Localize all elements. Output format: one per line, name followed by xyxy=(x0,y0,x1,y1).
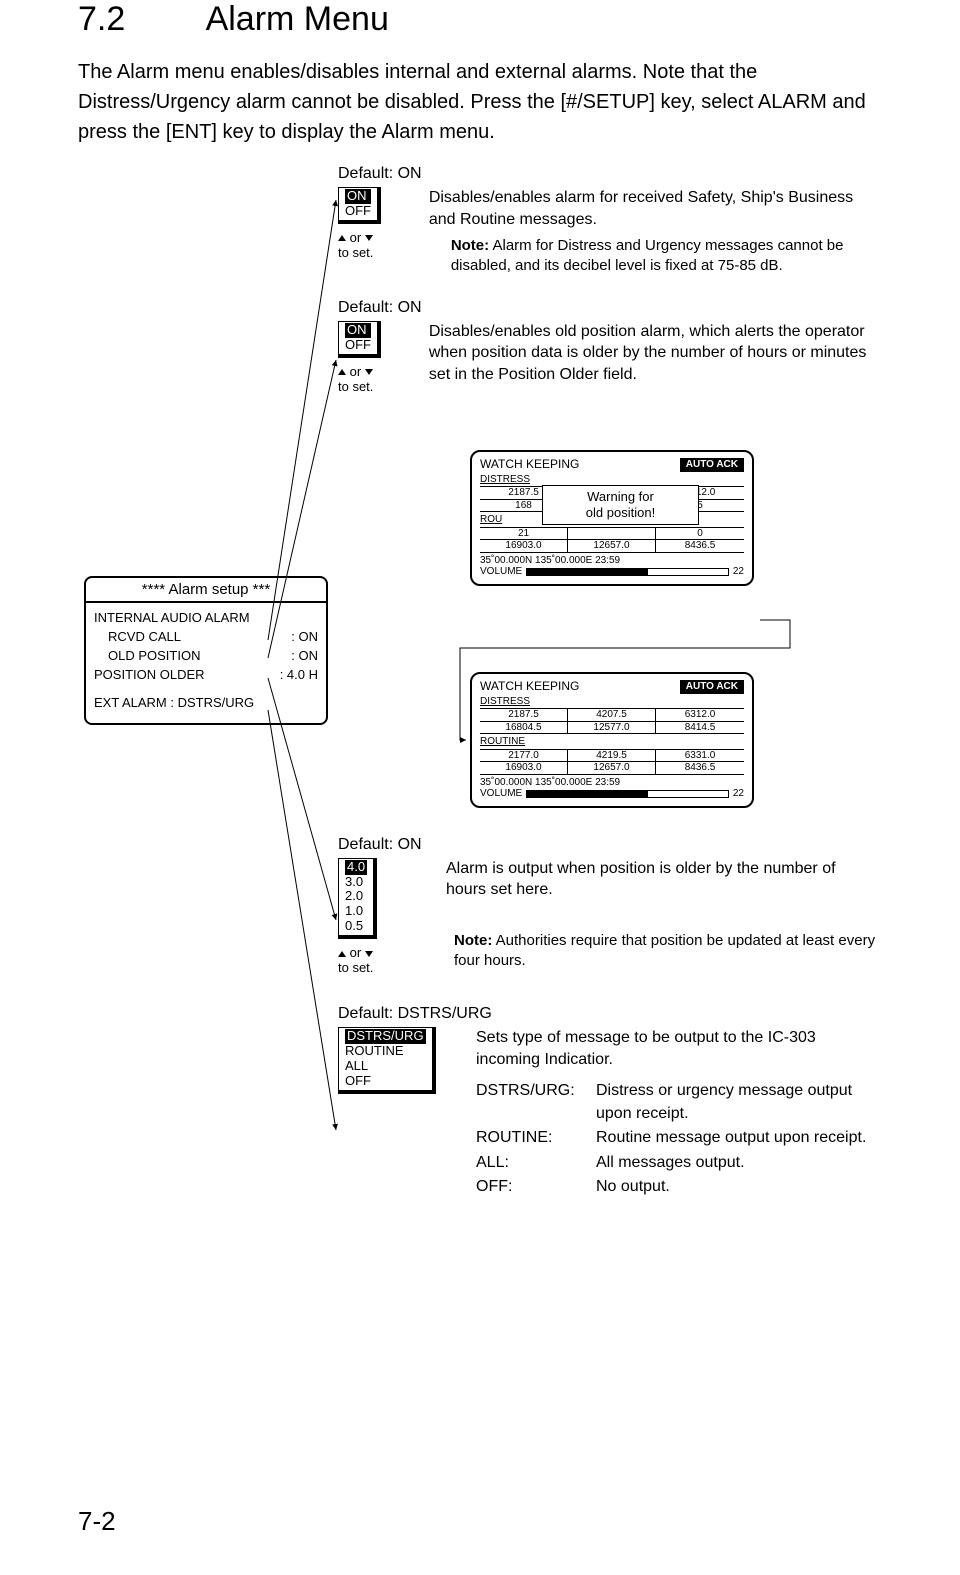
wk-title: WATCH KEEPING xyxy=(480,680,579,694)
desc-text: Sets type of message to be output to the… xyxy=(476,1027,876,1070)
option-routine: ROUTINE xyxy=(345,1044,426,1059)
volume-label: VOLUME xyxy=(480,788,522,800)
option-off: OFF xyxy=(345,338,371,353)
page-number: 7-2 xyxy=(78,1506,116,1537)
heading-number: 7.2 xyxy=(78,0,198,39)
volume-bar xyxy=(526,790,729,798)
option-off: OFF xyxy=(345,1074,426,1089)
distress-label: DISTRESS xyxy=(480,474,744,486)
panel-rcvd-call: RCVD CALL xyxy=(108,628,291,647)
desc-text: Alarm is output when position is older b… xyxy=(446,858,876,901)
option-4: 4.0 xyxy=(345,860,367,875)
default-label: Default: ON xyxy=(338,299,882,317)
volume-label: VOLUME xyxy=(480,566,522,578)
wk-title: WATCH KEEPING xyxy=(480,458,579,472)
section-position-older: Default: ON 4.0 3.0 2.0 1.0 0.5 or to se… xyxy=(338,836,882,976)
updown-hint: or to set. xyxy=(338,230,417,260)
watch-keeping-panel: WATCH KEEPING AUTO ACK DISTRESS 2187.5420… xyxy=(470,672,754,808)
option-all: ALL xyxy=(345,1059,426,1074)
onoff-selector[interactable]: ON OFF xyxy=(338,187,381,224)
updown-hint: or to set. xyxy=(338,945,418,975)
volume-value: 22 xyxy=(733,788,744,800)
panel-line-internal: INTERNAL AUDIO ALARM xyxy=(94,609,318,628)
desc-text: Disables/enables alarm for received Safe… xyxy=(429,187,882,230)
onoff-selector[interactable]: ON OFF xyxy=(338,321,381,358)
panel-old-position: OLD POSITION xyxy=(108,647,291,666)
section-ext-alarm: Default: DSTRS/URG DSTRS/URG ROUTINE ALL… xyxy=(338,1005,882,1200)
default-label: Default: DSTRS/URG xyxy=(338,1005,882,1023)
default-label: Default: ON xyxy=(338,165,882,183)
heading-title: Alarm Menu xyxy=(206,0,389,38)
option-2: 2.0 xyxy=(345,889,367,904)
panel-title: **** Alarm setup *** xyxy=(86,578,326,603)
up-icon xyxy=(338,369,346,375)
down-icon xyxy=(365,235,373,241)
routine-label: ROUTINE xyxy=(480,736,744,748)
routine-table: 2177.04219.56331.0 16903.012657.08436.5 xyxy=(480,749,744,775)
desc-text: Disables/enables old position alarm, whi… xyxy=(429,321,882,386)
option-on: ON xyxy=(345,189,371,204)
auto-ack-badge: AUTO ACK xyxy=(680,458,744,472)
option-3: 3.0 xyxy=(345,875,367,890)
auto-ack-badge: AUTO ACK xyxy=(680,680,744,694)
volume-value: 22 xyxy=(733,566,744,578)
down-icon xyxy=(365,369,373,375)
definitions: DSTRS/URG:Distress or urgency message ou… xyxy=(476,1080,876,1198)
section-rcvd-call: Default: ON ON OFF or to set. Disables/e… xyxy=(338,165,882,277)
option-dstrs-urg: DSTRS/URG xyxy=(345,1029,426,1044)
volume-bar xyxy=(526,568,729,576)
heading: 7.2 Alarm Menu xyxy=(78,0,882,39)
routine-table: 210 16903.012657.08436.5 xyxy=(480,527,744,553)
updown-hint: or to set. xyxy=(338,364,417,394)
distress-label: DISTRESS xyxy=(480,696,744,708)
default-label: Default: ON xyxy=(338,836,882,854)
panel-ext-alarm: EXT ALARM : DSTRS/URG xyxy=(94,694,318,713)
position-line: 35˚00.000N 135˚00.000E 23:59 xyxy=(480,777,744,789)
alarm-setup-panel: **** Alarm setup *** INTERNAL AUDIO ALAR… xyxy=(84,576,328,725)
ext-alarm-selector[interactable]: DSTRS/URG ROUTINE ALL OFF xyxy=(338,1027,436,1094)
intro-text: The Alarm menu enables/disables internal… xyxy=(78,57,882,147)
warning-overlay: Warning forold position! xyxy=(542,485,699,525)
panel-position-older: POSITION OLDER xyxy=(94,666,280,685)
watch-keeping-panel-warning: WATCH KEEPINGAUTO ACK DISTRESS 2187.5420… xyxy=(470,450,754,586)
distress-table: 2187.54207.56312.0 16804.512577.08414.5 xyxy=(480,708,744,734)
option-1: 1.0 xyxy=(345,904,367,919)
up-icon xyxy=(338,951,346,957)
option-05: 0.5 xyxy=(345,919,367,934)
hours-selector[interactable]: 4.0 3.0 2.0 1.0 0.5 xyxy=(338,858,377,940)
option-off: OFF xyxy=(345,204,371,219)
position-line: 35˚00.000N 135˚00.000E 23:59 xyxy=(480,555,744,567)
option-on: ON xyxy=(345,323,371,338)
note: Note: Authorities require that position … xyxy=(446,931,876,972)
up-icon xyxy=(338,235,346,241)
down-icon xyxy=(365,951,373,957)
routine-label: ROU xyxy=(480,514,502,526)
section-old-position: Default: ON ON OFF or to set. Disables/e… xyxy=(338,299,882,394)
note: Note: Alarm for Distress and Urgency mes… xyxy=(429,236,882,277)
